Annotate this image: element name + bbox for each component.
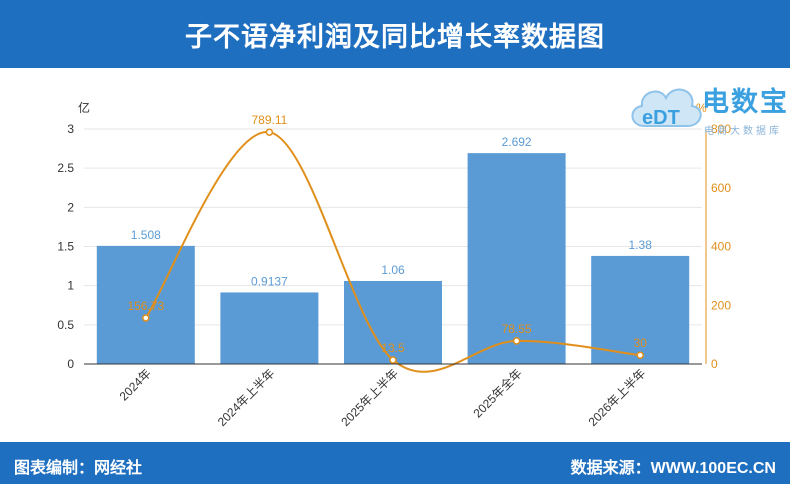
logo-badge: eDT [642, 107, 680, 129]
growth-point [389, 356, 397, 364]
y-right-unit: % [696, 101, 707, 115]
y-right-tick-label: 0 [711, 357, 718, 371]
bar [344, 280, 442, 364]
y-right-tick-label: 600 [711, 181, 731, 195]
bar-value-label: 0.9137 [251, 274, 288, 288]
x-category-label: 2024年 [117, 366, 154, 403]
growth-value-label: 13.5 [381, 341, 405, 355]
x-category-label: 2026年上半年 [586, 366, 649, 429]
y-left-tick-label: 1.5 [57, 240, 74, 254]
x-category-label: 2025年上半年 [338, 366, 401, 429]
bar [591, 255, 690, 364]
chart: 0 0.5 1 1.5 2 2.5 3亿 0 200 400 600 800% 2024年 2024年上半… [57, 100, 731, 429]
data-labels: 1.508 0.9137 1.06 2.692 1.38 156.73 789.11 13.5… [127, 113, 652, 355]
growth-value-label: 78.55 [502, 322, 532, 336]
bar-series [96, 153, 690, 364]
watermark-logo: eDT 电数宝 电商大数据库 [626, 72, 790, 142]
y-left-tick-label: 1 [67, 279, 74, 293]
growth-value-label: 789.11 [251, 113, 287, 127]
growth-point [512, 337, 521, 345]
y-left-tick-label: 2 [67, 200, 74, 214]
bar [467, 153, 566, 364]
logo-brand: 电数宝 [702, 87, 789, 117]
bar-value-label: 2.692 [502, 135, 532, 149]
y-left-tick-label: 3 [67, 122, 74, 136]
y-right-tick-label: 400 [711, 240, 731, 254]
y-left-tick-label: 0.5 [57, 318, 74, 332]
y-right-tick-label: 800 [711, 122, 731, 136]
bar [96, 245, 195, 364]
footer-source: 数据来源：WWW.100EC.CN [570, 460, 776, 477]
y-left-tick-label: 2.5 [57, 161, 74, 175]
bar-value-label: 1.06 [381, 263, 405, 277]
page-title: 子不语净利润及同比增长率数据图 [185, 22, 605, 52]
growth-point [265, 128, 274, 136]
footer-banner: 图表编制：网经社 数据来源：WWW.100EC.CN [0, 442, 790, 484]
growth-value-label: 30 [634, 336, 648, 350]
growth-line [144, 131, 641, 373]
x-category-label: 2024年上半年 [215, 366, 278, 429]
bar [220, 292, 319, 364]
growth-point [142, 314, 150, 322]
growth-line-series [142, 128, 644, 373]
bar-value-label: 1.508 [131, 228, 161, 242]
cloud-logo-icon: eDT [631, 88, 702, 129]
y-left-unit: 亿 [78, 100, 90, 115]
y-right-tick-label: 200 [711, 298, 731, 312]
growth-point [636, 351, 644, 359]
footer-credit: 图表编制：网经社 [14, 460, 143, 477]
growth-value-label: 156.73 [127, 299, 164, 313]
y-left-tick-label: 0 [67, 357, 74, 371]
x-category-label: 2025年全年 [470, 366, 525, 421]
logo-subtitle: 电商大数据库 [704, 126, 782, 137]
bar-value-label: 1.38 [629, 238, 653, 252]
header-banner: 子不语净利润及同比增长率数据图 [0, 0, 790, 68]
